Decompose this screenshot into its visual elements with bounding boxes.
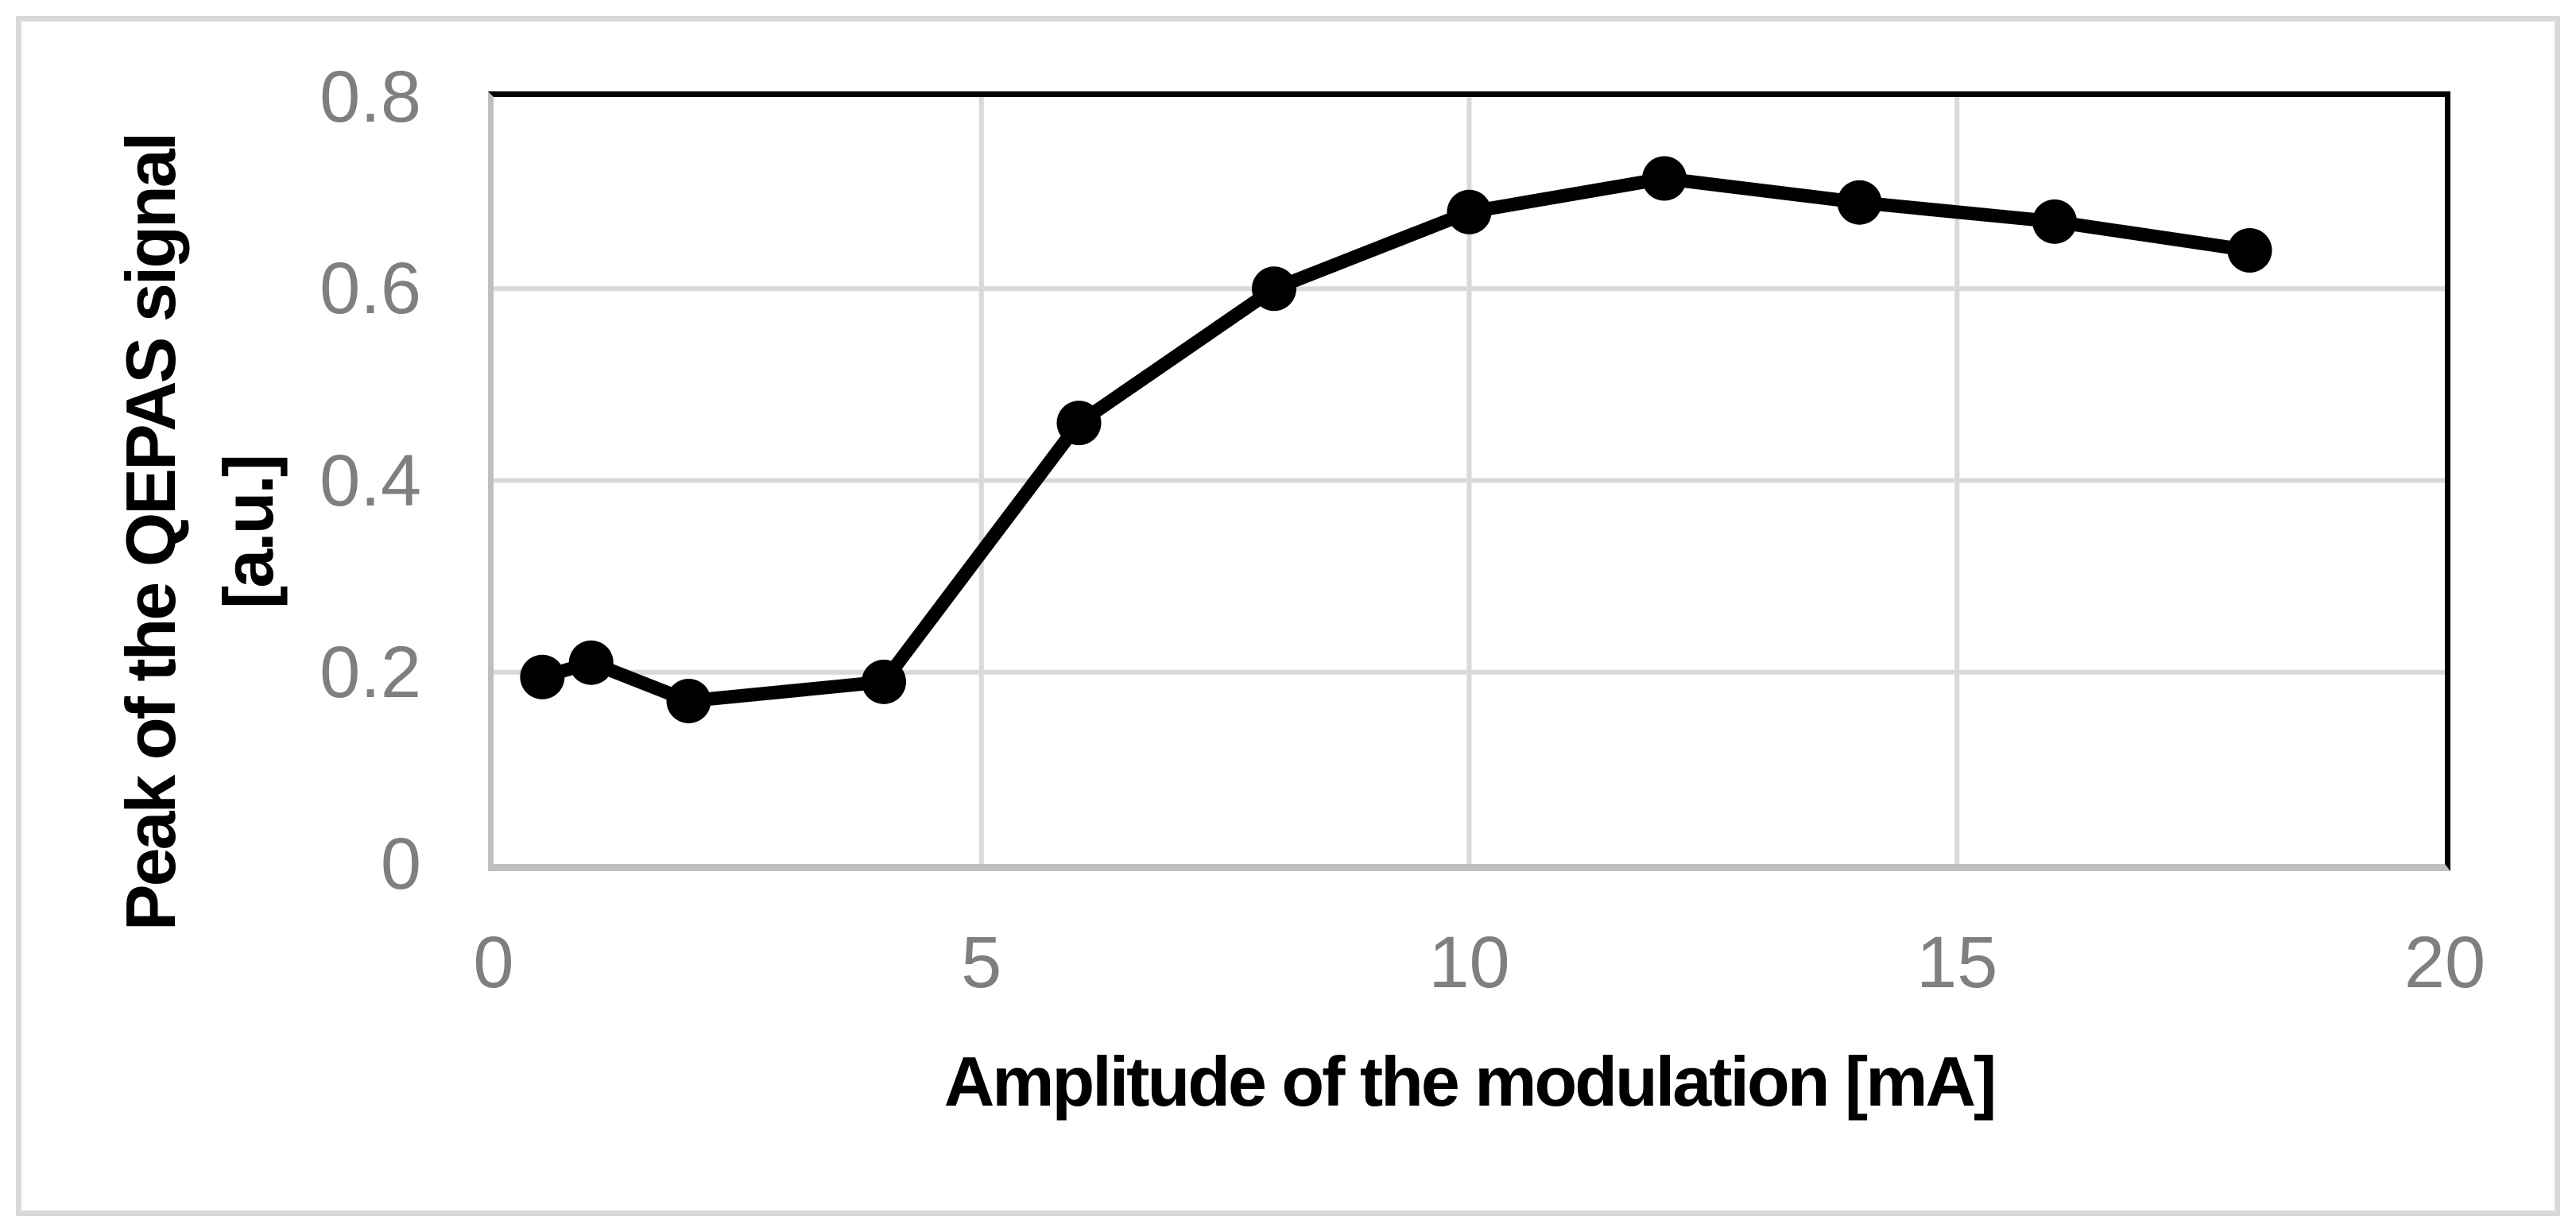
y-tick-label: 0.8	[320, 56, 421, 138]
y-tick-label: 0	[380, 823, 421, 905]
data-point-marker	[1056, 401, 1102, 446]
x-tick-label: 0	[473, 922, 514, 1003]
data-point-marker	[1642, 156, 1687, 201]
data-point-marker	[666, 678, 711, 723]
x-tick-label: 10	[1428, 922, 1510, 1003]
plot-area	[488, 91, 2450, 871]
data-point-marker	[1252, 266, 1296, 312]
x-tick-label: 15	[1916, 922, 1998, 1003]
y-tick-label: 0.2	[320, 631, 421, 713]
data-point-marker	[2032, 199, 2077, 244]
x-axis-title: Amplitude of the modulation [mA]	[943, 1042, 1997, 1121]
data-point-marker	[2227, 228, 2272, 273]
x-tick-label: 20	[2404, 922, 2486, 1003]
figure-border	[16, 16, 2560, 1216]
data-line	[535, 172, 2256, 708]
x-tick-label: 5	[961, 922, 1002, 1003]
data-point-marker	[568, 640, 614, 685]
line-chart-svg	[494, 97, 2445, 864]
y-tick-label: 0.4	[320, 440, 421, 521]
data-point-marker	[1447, 189, 1492, 234]
y-tick-label: 0.6	[320, 248, 421, 330]
data-point-marker	[862, 659, 906, 704]
data-point-marker	[520, 654, 565, 699]
data-point-marker	[1837, 180, 1882, 225]
